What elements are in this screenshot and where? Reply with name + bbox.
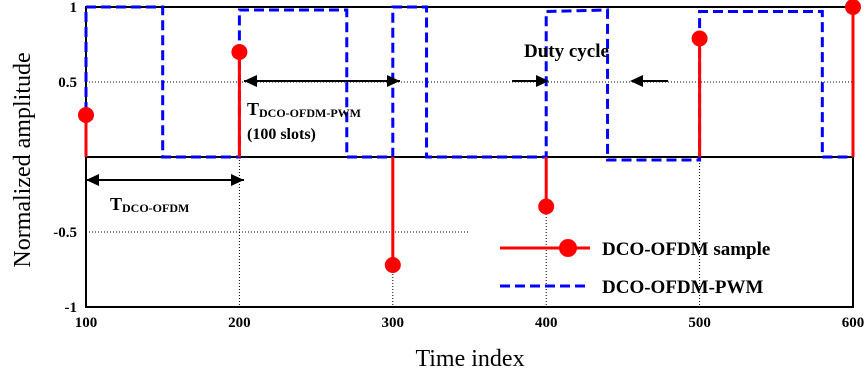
- y-tick-label--0.5: -0.5: [53, 225, 77, 241]
- y-tick-label--1: -1: [65, 300, 78, 316]
- t-dco-ofdm-subscript: DCO-OFDM: [122, 201, 189, 215]
- sample-marker-600: [845, 0, 861, 15]
- t-dco-ofdm-label: TDCO-OFDM: [110, 194, 189, 215]
- t-pwm-symbol: T: [247, 99, 259, 119]
- legend-sample-label: DCO-OFDM sample: [602, 239, 770, 260]
- x-axis-title: Time index: [415, 346, 524, 372]
- sample-marker-400: [538, 198, 555, 215]
- t-pwm-subscript: DCO-OFDM-PWM: [259, 106, 361, 120]
- t-dco-ofdm-arrowhead-right: [231, 174, 244, 186]
- duty-cycle-arrowhead-left: [536, 75, 549, 87]
- duty-cycle-arrowhead-right: [630, 75, 643, 87]
- annotation-t-dco-ofdm: TDCO-OFDM: [86, 174, 244, 215]
- t-dco-ofdm-symbol: T: [110, 194, 122, 214]
- x-tick-label-100: 100: [75, 315, 98, 331]
- pwm-series: [84, 5, 853, 162]
- y-tick-labels: 1 0.5 -0.5 -1: [53, 0, 77, 316]
- sample-marker-200: [231, 44, 248, 60]
- t-pwm-slots-label: (100 slots): [247, 126, 316, 143]
- legend: DCO-OFDM sample DCO-OFDM-PWM: [500, 239, 770, 298]
- t-pwm-arrowhead-right: [387, 75, 400, 87]
- y-tick-label-1: 1: [70, 0, 78, 16]
- x-tick-labels: 100 200 300 400 500 600: [75, 315, 865, 331]
- x-tick-label-600: 600: [842, 315, 865, 331]
- sample-marker-100: [78, 107, 94, 123]
- t-pwm-label: TDCO-OFDM-PWM: [247, 99, 361, 120]
- annotation-t-pwm: TDCO-OFDM-PWM (100 slots): [244, 75, 400, 143]
- x-tick-label-400: 400: [535, 315, 558, 331]
- annotation-duty-cycle: Duty cycle: [512, 41, 668, 87]
- x-tick-label-200: 200: [228, 315, 251, 331]
- sample-series: [78, 0, 861, 273]
- duty-cycle-label: Duty cycle: [524, 41, 609, 62]
- pwm-series-line: [84, 5, 853, 162]
- t-dco-ofdm-arrowhead-left: [86, 174, 99, 186]
- x-tick-label-500: 500: [688, 315, 711, 331]
- t-pwm-arrowhead-left: [244, 75, 257, 87]
- y-tick-label-0.5: 0.5: [58, 75, 77, 91]
- legend-pwm-label: DCO-OFDM-PWM: [602, 277, 764, 298]
- sample-marker-300: [384, 257, 401, 273]
- sample-marker-500: [691, 30, 708, 47]
- legend-sample-marker: [559, 239, 577, 257]
- x-tick-label-300: 300: [382, 315, 405, 331]
- y-axis-title: Normalized amplitude: [10, 52, 36, 267]
